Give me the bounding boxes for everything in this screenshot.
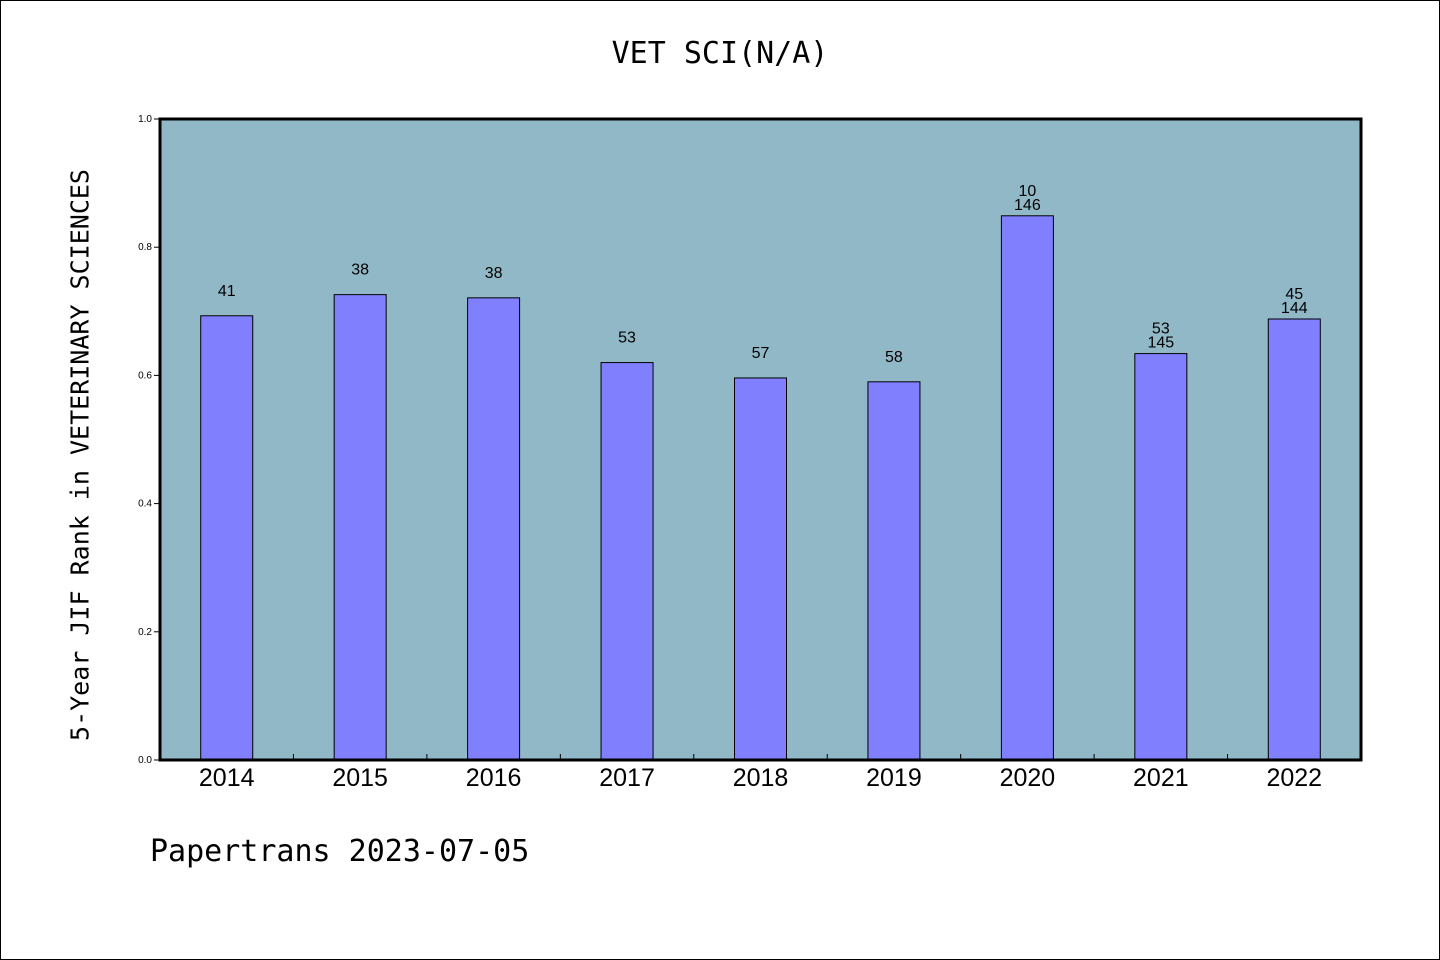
y-tick-label: 0.4 <box>138 499 152 510</box>
data-label: 38 <box>351 262 369 279</box>
x-tick-label: 2020 <box>1000 764 1056 792</box>
y-tick-label: 0.8 <box>138 242 152 253</box>
x-tick-label: 2016 <box>466 764 522 792</box>
data-label: 53 <box>618 330 636 347</box>
bar-2015 <box>333 294 387 761</box>
data-label: 58 <box>885 349 903 366</box>
y-tick-label: 0.6 <box>138 370 152 381</box>
data-label: 41 <box>218 283 236 300</box>
x-tick-label: 2019 <box>866 764 922 792</box>
data-label: 57 <box>752 345 770 362</box>
bar-2019 <box>867 381 921 761</box>
bar-2014 <box>200 315 254 761</box>
data-label-top: 53 <box>1152 321 1170 338</box>
plot-border <box>158 117 1363 762</box>
data-label-top: 10 <box>1018 183 1036 200</box>
bar-2021 <box>1134 353 1188 761</box>
bar-2016 <box>467 297 521 761</box>
x-tick-label: 2021 <box>1133 764 1189 792</box>
data-label-bottom: 144 <box>1281 300 1308 317</box>
chart-title: VET SCI(N/A) <box>611 36 829 71</box>
bar-2018 <box>734 377 787 761</box>
x-tick-label: 2022 <box>1266 764 1322 792</box>
bar-2017 <box>600 362 654 761</box>
data-label: 38 <box>485 265 503 282</box>
x-tick-label: 2014 <box>199 764 255 792</box>
data-label-top: 45 <box>1285 286 1303 303</box>
footer-credit: Papertrans 2023-07-05 <box>150 834 530 869</box>
data-label-bottom: 145 <box>1147 335 1174 352</box>
bar-2022 <box>1267 318 1321 761</box>
y-tick-label: 0.0 <box>138 755 152 766</box>
y-tick-label: 1.0 <box>138 114 152 125</box>
bar-2020 <box>1000 215 1054 761</box>
y-tick-label: 0.2 <box>138 627 152 638</box>
x-tick-label: 2015 <box>332 764 388 792</box>
x-tick-label: 2018 <box>733 764 789 792</box>
data-label-bottom: 146 <box>1014 197 1041 214</box>
x-tick-label: 2017 <box>599 764 655 792</box>
